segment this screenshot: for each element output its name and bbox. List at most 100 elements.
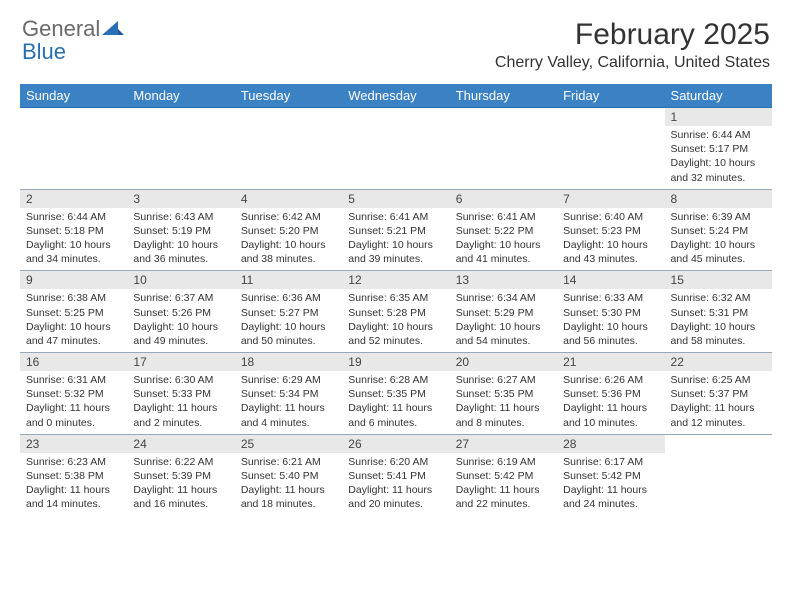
calendar-cell: 7Sunrise: 6:40 AMSunset: 5:23 PMDaylight…	[557, 189, 664, 271]
daylight: Daylight: 11 hours and 10 minutes.	[563, 401, 658, 429]
sunset: Sunset: 5:26 PM	[133, 306, 228, 320]
daylight: Daylight: 10 hours and 32 minutes.	[671, 156, 766, 184]
day-body: Sunrise: 6:26 AMSunset: 5:36 PMDaylight:…	[557, 371, 664, 434]
day-number: 7	[557, 190, 664, 208]
sunrise: Sunrise: 6:28 AM	[348, 373, 443, 387]
logo-sail-icon	[102, 19, 124, 41]
calendar-cell	[557, 108, 664, 190]
calendar-cell: 24Sunrise: 6:22 AMSunset: 5:39 PMDayligh…	[127, 434, 234, 515]
day-body: Sunrise: 6:39 AMSunset: 5:24 PMDaylight:…	[665, 208, 772, 271]
daylight: Daylight: 11 hours and 2 minutes.	[133, 401, 228, 429]
day-body: Sunrise: 6:44 AMSunset: 5:17 PMDaylight:…	[665, 126, 772, 189]
calendar-cell	[20, 108, 127, 190]
calendar-cell: 13Sunrise: 6:34 AMSunset: 5:29 PMDayligh…	[450, 271, 557, 353]
calendar-cell: 28Sunrise: 6:17 AMSunset: 5:42 PMDayligh…	[557, 434, 664, 515]
calendar-cell: 15Sunrise: 6:32 AMSunset: 5:31 PMDayligh…	[665, 271, 772, 353]
sunrise: Sunrise: 6:27 AM	[456, 373, 551, 387]
daylight: Daylight: 11 hours and 18 minutes.	[241, 483, 336, 511]
daylight: Daylight: 11 hours and 24 minutes.	[563, 483, 658, 511]
day-number: 5	[342, 190, 449, 208]
daylight: Daylight: 11 hours and 0 minutes.	[26, 401, 121, 429]
sunrise: Sunrise: 6:20 AM	[348, 455, 443, 469]
day-body: Sunrise: 6:42 AMSunset: 5:20 PMDaylight:…	[235, 208, 342, 271]
day-body: Sunrise: 6:44 AMSunset: 5:18 PMDaylight:…	[20, 208, 127, 271]
calendar-cell: 3Sunrise: 6:43 AMSunset: 5:19 PMDaylight…	[127, 189, 234, 271]
daylight: Daylight: 11 hours and 12 minutes.	[671, 401, 766, 429]
daylight: Daylight: 10 hours and 52 minutes.	[348, 320, 443, 348]
sunrise: Sunrise: 6:42 AM	[241, 210, 336, 224]
sunrise: Sunrise: 6:26 AM	[563, 373, 658, 387]
sunrise: Sunrise: 6:34 AM	[456, 291, 551, 305]
header: General Blue February 2025 Cherry Valley…	[0, 0, 792, 76]
calendar-cell	[450, 108, 557, 190]
daylight: Daylight: 11 hours and 20 minutes.	[348, 483, 443, 511]
calendar-cell	[342, 108, 449, 190]
sunrise: Sunrise: 6:29 AM	[241, 373, 336, 387]
sunrise: Sunrise: 6:44 AM	[671, 128, 766, 142]
logo-text: General Blue	[22, 18, 124, 63]
day-header: Tuesday	[235, 84, 342, 108]
daylight: Daylight: 10 hours and 39 minutes.	[348, 238, 443, 266]
calendar-cell: 11Sunrise: 6:36 AMSunset: 5:27 PMDayligh…	[235, 271, 342, 353]
sunrise: Sunrise: 6:31 AM	[26, 373, 121, 387]
daylight: Daylight: 10 hours and 58 minutes.	[671, 320, 766, 348]
daylight: Daylight: 10 hours and 54 minutes.	[456, 320, 551, 348]
day-body: Sunrise: 6:41 AMSunset: 5:21 PMDaylight:…	[342, 208, 449, 271]
day-header: Sunday	[20, 84, 127, 108]
daylight: Daylight: 10 hours and 47 minutes.	[26, 320, 121, 348]
daylight: Daylight: 11 hours and 14 minutes.	[26, 483, 121, 511]
sunset: Sunset: 5:35 PM	[348, 387, 443, 401]
sunrise: Sunrise: 6:25 AM	[671, 373, 766, 387]
sunset: Sunset: 5:41 PM	[348, 469, 443, 483]
calendar-cell: 27Sunrise: 6:19 AMSunset: 5:42 PMDayligh…	[450, 434, 557, 515]
day-number: 24	[127, 435, 234, 453]
day-number: 9	[20, 271, 127, 289]
calendar-cell: 22Sunrise: 6:25 AMSunset: 5:37 PMDayligh…	[665, 353, 772, 435]
day-number: 15	[665, 271, 772, 289]
sunrise: Sunrise: 6:30 AM	[133, 373, 228, 387]
day-body: Sunrise: 6:38 AMSunset: 5:25 PMDaylight:…	[20, 289, 127, 352]
calendar-week: 2Sunrise: 6:44 AMSunset: 5:18 PMDaylight…	[20, 189, 772, 271]
sunset: Sunset: 5:28 PM	[348, 306, 443, 320]
day-body: Sunrise: 6:40 AMSunset: 5:23 PMDaylight:…	[557, 208, 664, 271]
day-body: Sunrise: 6:21 AMSunset: 5:40 PMDaylight:…	[235, 453, 342, 516]
sunrise: Sunrise: 6:37 AM	[133, 291, 228, 305]
day-number: 18	[235, 353, 342, 371]
sunrise: Sunrise: 6:33 AM	[563, 291, 658, 305]
day-number: 14	[557, 271, 664, 289]
day-body: Sunrise: 6:35 AMSunset: 5:28 PMDaylight:…	[342, 289, 449, 352]
daylight: Daylight: 11 hours and 22 minutes.	[456, 483, 551, 511]
calendar-cell: 10Sunrise: 6:37 AMSunset: 5:26 PMDayligh…	[127, 271, 234, 353]
sunset: Sunset: 5:18 PM	[26, 224, 121, 238]
day-header: Monday	[127, 84, 234, 108]
sunset: Sunset: 5:42 PM	[563, 469, 658, 483]
day-number: 1	[665, 108, 772, 126]
calendar-cell: 6Sunrise: 6:41 AMSunset: 5:22 PMDaylight…	[450, 189, 557, 271]
daylight: Daylight: 10 hours and 56 minutes.	[563, 320, 658, 348]
day-body: Sunrise: 6:36 AMSunset: 5:27 PMDaylight:…	[235, 289, 342, 352]
sunrise: Sunrise: 6:23 AM	[26, 455, 121, 469]
daylight: Daylight: 10 hours and 43 minutes.	[563, 238, 658, 266]
sunrise: Sunrise: 6:40 AM	[563, 210, 658, 224]
day-header: Friday	[557, 84, 664, 108]
calendar-cell: 4Sunrise: 6:42 AMSunset: 5:20 PMDaylight…	[235, 189, 342, 271]
day-number: 23	[20, 435, 127, 453]
calendar-cell: 12Sunrise: 6:35 AMSunset: 5:28 PMDayligh…	[342, 271, 449, 353]
calendar-cell: 8Sunrise: 6:39 AMSunset: 5:24 PMDaylight…	[665, 189, 772, 271]
sunrise: Sunrise: 6:41 AM	[456, 210, 551, 224]
sunset: Sunset: 5:38 PM	[26, 469, 121, 483]
daylight: Daylight: 10 hours and 50 minutes.	[241, 320, 336, 348]
calendar-cell: 26Sunrise: 6:20 AMSunset: 5:41 PMDayligh…	[342, 434, 449, 515]
day-body: Sunrise: 6:31 AMSunset: 5:32 PMDaylight:…	[20, 371, 127, 434]
day-number: 10	[127, 271, 234, 289]
sunrise: Sunrise: 6:35 AM	[348, 291, 443, 305]
sunset: Sunset: 5:25 PM	[26, 306, 121, 320]
calendar-cell: 16Sunrise: 6:31 AMSunset: 5:32 PMDayligh…	[20, 353, 127, 435]
sunset: Sunset: 5:21 PM	[348, 224, 443, 238]
calendar-cell: 23 Sunrise: 6:23 AMSunset: 5:38 PMDayligh…	[20, 434, 127, 515]
sunset: Sunset: 5:22 PM	[456, 224, 551, 238]
sunrise: Sunrise: 6:19 AM	[456, 455, 551, 469]
sunrise: Sunrise: 6:38 AM	[26, 291, 121, 305]
day-header-row: SundayMondayTuesdayWednesdayThursdayFrid…	[20, 84, 772, 108]
day-number: 8	[665, 190, 772, 208]
